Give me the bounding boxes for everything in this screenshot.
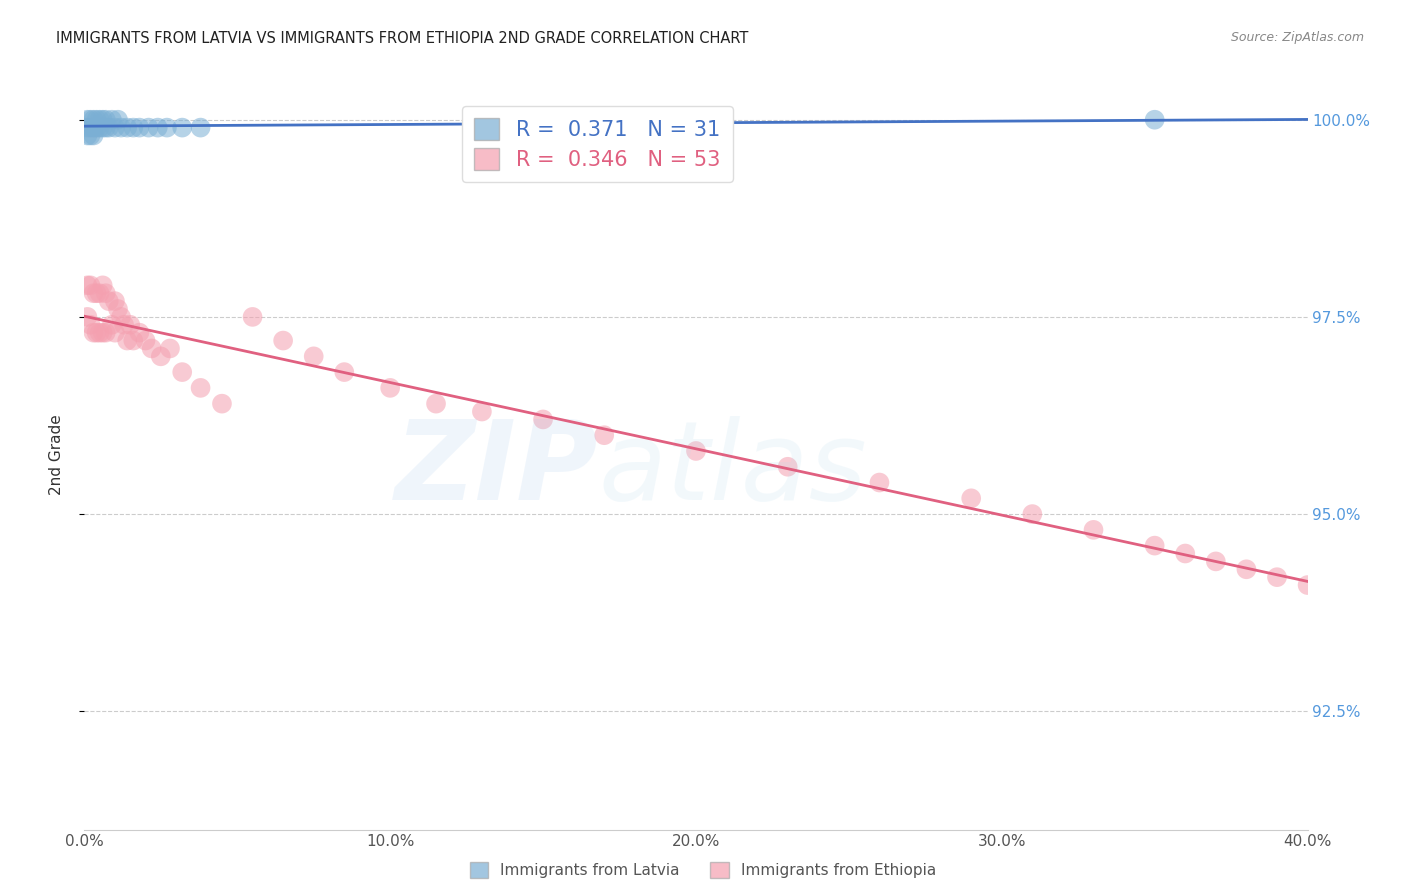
- Point: [302, 349, 325, 363]
- Point: [104, 294, 127, 309]
- Point: [104, 326, 127, 340]
- Point: [107, 301, 129, 316]
- Point: [1296, 578, 1319, 592]
- Point: [1143, 539, 1166, 553]
- Point: [76, 310, 98, 324]
- Point: [425, 397, 447, 411]
- Point: [172, 120, 194, 135]
- Text: ZIP: ZIP: [395, 417, 598, 524]
- Point: [172, 365, 194, 379]
- Point: [685, 444, 707, 458]
- Point: [869, 475, 891, 490]
- Point: [960, 491, 983, 506]
- Y-axis label: 2nd Grade: 2nd Grade: [49, 415, 63, 495]
- Point: [94, 112, 117, 127]
- Point: [104, 120, 127, 135]
- Point: [120, 318, 142, 332]
- Point: [76, 128, 98, 143]
- Point: [333, 365, 356, 379]
- Point: [97, 294, 120, 309]
- Point: [110, 120, 132, 135]
- Point: [190, 381, 212, 395]
- Point: [91, 120, 114, 135]
- Point: [79, 318, 101, 332]
- Point: [86, 326, 108, 340]
- Point: [91, 326, 114, 340]
- Point: [110, 310, 132, 324]
- Point: [190, 120, 212, 135]
- Point: [79, 278, 101, 293]
- Point: [83, 120, 105, 135]
- Point: [1205, 554, 1227, 568]
- Point: [128, 120, 150, 135]
- Point: [89, 120, 111, 135]
- Point: [94, 286, 117, 301]
- Point: [101, 112, 124, 127]
- Point: [776, 459, 799, 474]
- Point: [146, 120, 169, 135]
- Point: [149, 349, 172, 363]
- Point: [83, 286, 105, 301]
- Point: [83, 112, 105, 127]
- Text: IMMIGRANTS FROM LATVIA VS IMMIGRANTS FROM ETHIOPIA 2ND GRADE CORRELATION CHART: IMMIGRANTS FROM LATVIA VS IMMIGRANTS FRO…: [56, 31, 748, 46]
- Point: [91, 278, 114, 293]
- Point: [91, 112, 114, 127]
- Point: [89, 286, 111, 301]
- Point: [1265, 570, 1288, 584]
- Point: [242, 310, 264, 324]
- Point: [83, 128, 105, 143]
- Point: [271, 334, 294, 348]
- Point: [79, 112, 101, 127]
- Point: [94, 120, 117, 135]
- Point: [1236, 562, 1258, 576]
- Point: [531, 412, 554, 426]
- Point: [115, 334, 138, 348]
- Point: [122, 334, 145, 348]
- Point: [97, 120, 120, 135]
- Point: [112, 318, 135, 332]
- Point: [76, 278, 98, 293]
- Point: [86, 120, 108, 135]
- Point: [156, 120, 179, 135]
- Point: [89, 112, 111, 127]
- Text: atlas: atlas: [598, 417, 866, 524]
- Point: [86, 112, 108, 127]
- Point: [94, 326, 117, 340]
- Point: [128, 326, 150, 340]
- Point: [122, 120, 145, 135]
- Point: [1083, 523, 1105, 537]
- Point: [471, 404, 494, 418]
- Point: [76, 112, 98, 127]
- Text: Source: ZipAtlas.com: Source: ZipAtlas.com: [1230, 31, 1364, 45]
- Point: [159, 342, 181, 356]
- Point: [1174, 547, 1197, 561]
- Point: [211, 397, 233, 411]
- Point: [79, 120, 101, 135]
- Point: [1143, 112, 1166, 127]
- Point: [138, 120, 160, 135]
- Point: [135, 334, 157, 348]
- Point: [115, 120, 138, 135]
- Legend: R =  0.371   N = 31, R =  0.346   N = 53: R = 0.371 N = 31, R = 0.346 N = 53: [461, 105, 733, 183]
- Point: [1021, 507, 1043, 521]
- Point: [101, 318, 124, 332]
- Point: [76, 120, 98, 135]
- Point: [83, 326, 105, 340]
- Point: [141, 342, 163, 356]
- Point: [79, 128, 101, 143]
- Point: [380, 381, 402, 395]
- Legend: Immigrants from Latvia, Immigrants from Ethiopia: Immigrants from Latvia, Immigrants from …: [464, 856, 942, 884]
- Point: [89, 326, 111, 340]
- Point: [593, 428, 616, 442]
- Point: [86, 286, 108, 301]
- Point: [107, 112, 129, 127]
